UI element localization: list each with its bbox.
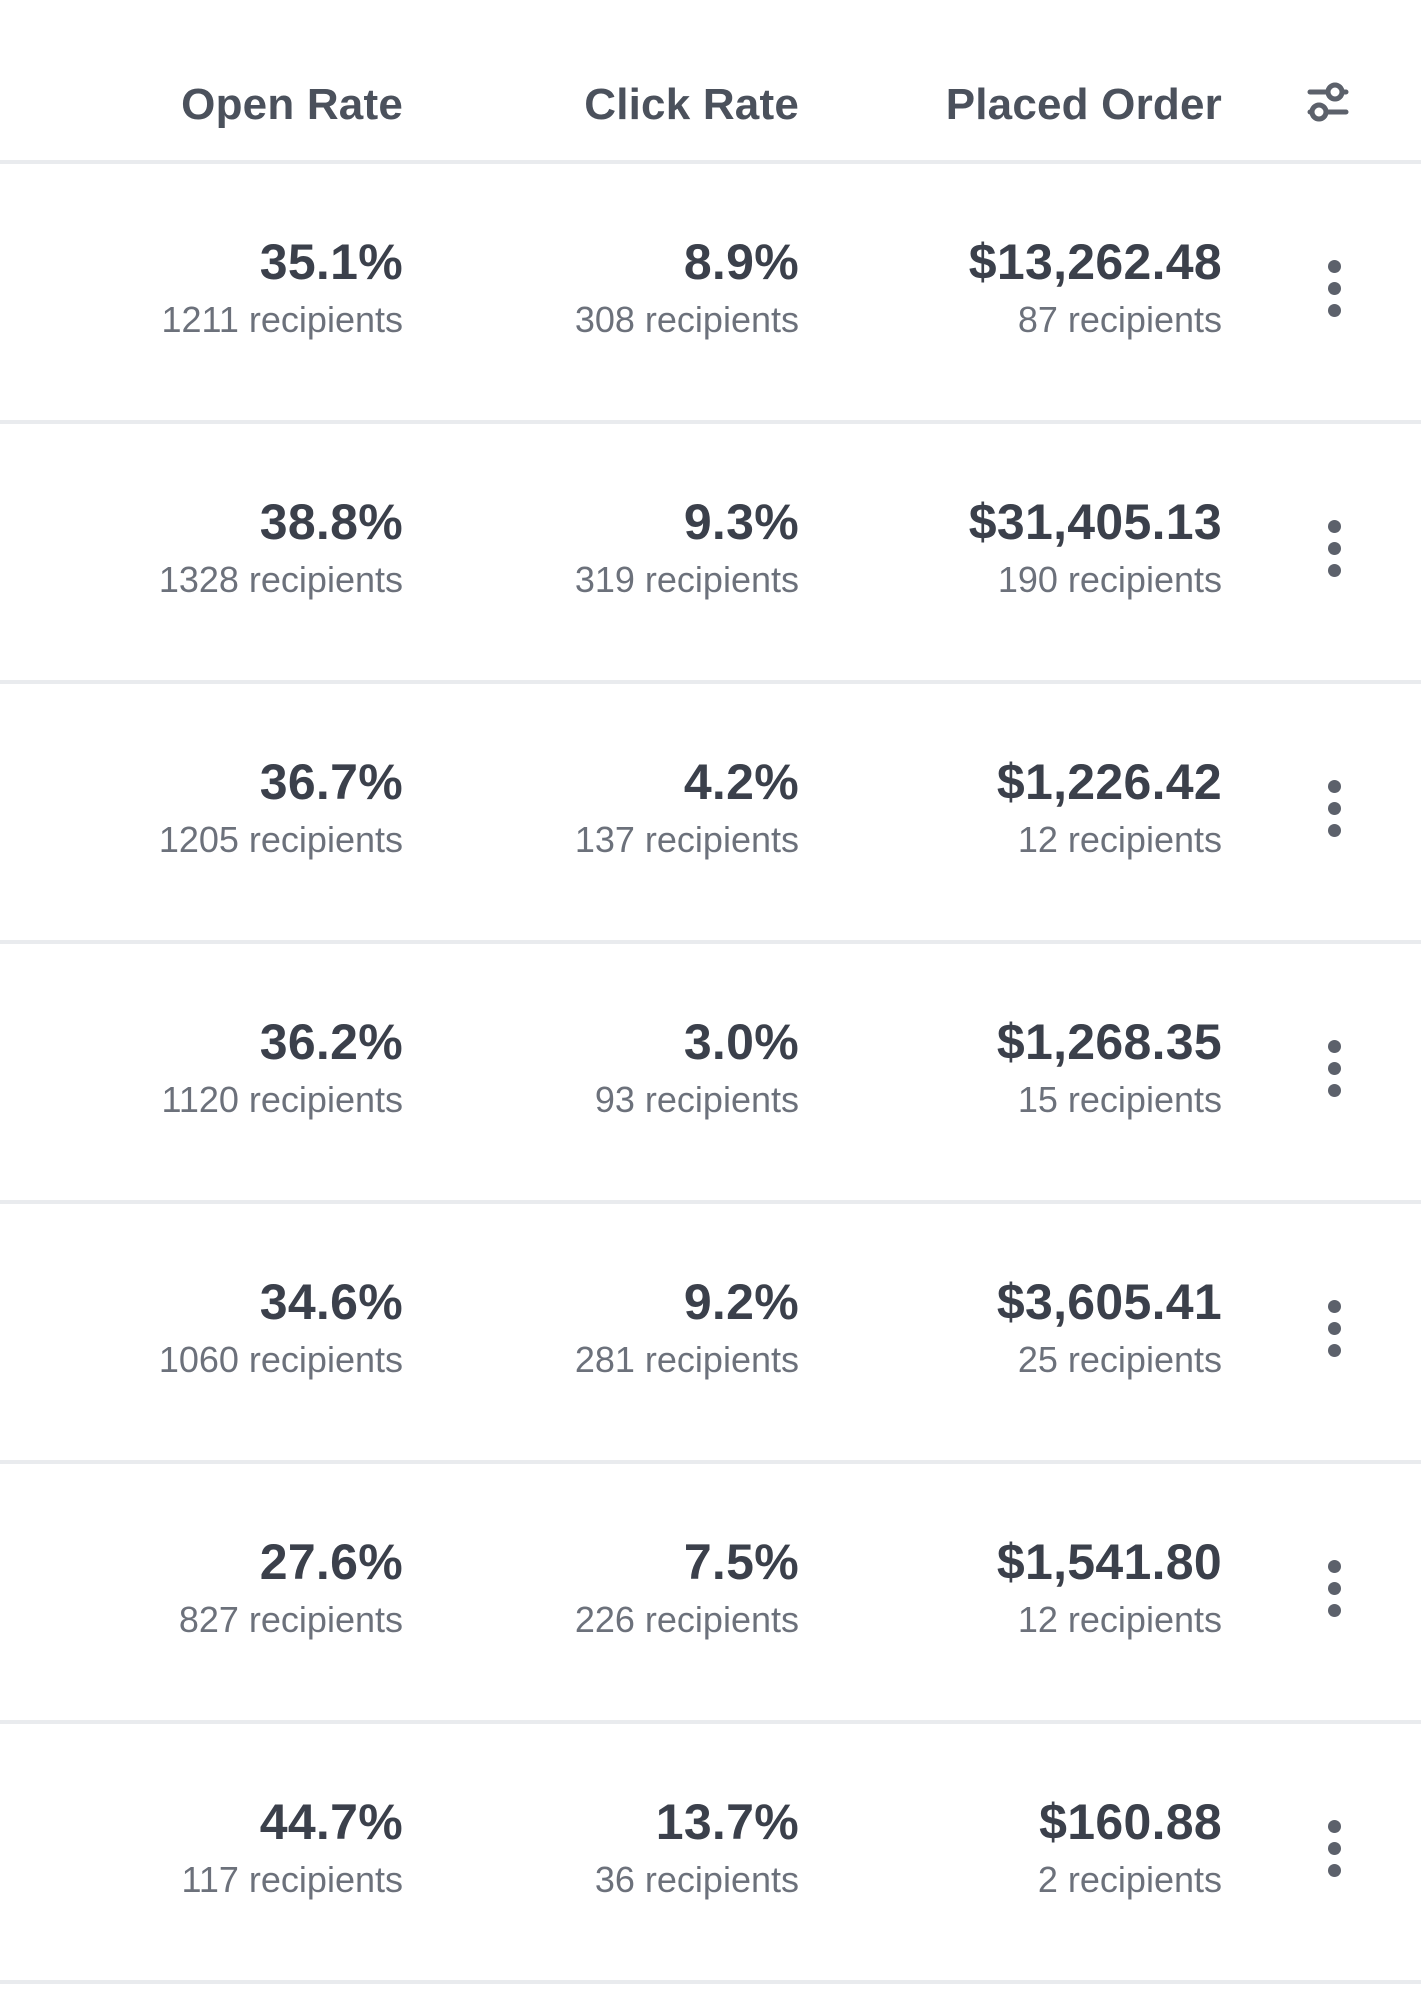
campaign-metrics-table: 35.1% 1211 recipients 8.9% 308 recipient… <box>0 164 1421 1984</box>
open-rate-cell: 36.7% 1205 recipients <box>159 752 403 864</box>
more-options-icon[interactable] <box>1318 260 1350 324</box>
click-rate-recipients: 319 recipients <box>574 559 799 600</box>
placed-order-recipients: 190 recipients <box>997 559 1222 600</box>
open-rate-value: 44.7% <box>259 1794 403 1850</box>
placed-order-cell: $1,268.35 15 recipients <box>997 1012 1222 1124</box>
click-rate-cell: 4.2% 137 recipients <box>575 752 799 864</box>
click-rate-recipients: 93 recipients <box>594 1079 799 1120</box>
table-row[interactable]: 38.8% 1328 recipients 9.3% 319 recipient… <box>0 424 1421 684</box>
more-options-icon[interactable] <box>1318 1040 1350 1104</box>
placed-order-value: $1,268.35 <box>996 1014 1222 1070</box>
open-rate-cell: 27.6% 827 recipients <box>179 1532 403 1644</box>
more-options-icon[interactable] <box>1318 1300 1350 1364</box>
placed-order-value: $13,262.48 <box>968 234 1222 290</box>
open-rate-value: 35.1% <box>259 234 403 290</box>
open-rate-value: 38.8% <box>259 494 403 550</box>
open-rate-value: 27.6% <box>259 1534 403 1590</box>
table-row[interactable]: 36.2% 1120 recipients 3.0% 93 recipients… <box>0 944 1421 1204</box>
open-rate-value: 36.2% <box>259 1014 403 1070</box>
placed-order-value: $3,605.41 <box>996 1274 1222 1330</box>
column-header-click-rate[interactable]: Click Rate <box>584 80 799 129</box>
open-rate-value: 36.7% <box>259 754 403 810</box>
table-row[interactable]: 35.1% 1211 recipients 8.9% 308 recipient… <box>0 164 1421 424</box>
open-rate-cell: 36.2% 1120 recipients <box>162 1012 404 1124</box>
click-rate-cell: 7.5% 226 recipients <box>575 1532 799 1644</box>
open-rate-recipients: 1211 recipients <box>161 299 404 340</box>
table-header: Open Rate Click Rate Placed Order <box>0 0 1421 164</box>
more-options-icon[interactable] <box>1318 1820 1350 1884</box>
placed-order-cell: $1,541.80 12 recipients <box>997 1532 1222 1644</box>
placed-order-value: $31,405.13 <box>968 494 1222 550</box>
click-rate-value: 7.5% <box>683 1534 799 1590</box>
placed-order-recipients: 12 recipients <box>1017 819 1222 860</box>
more-options-icon[interactable] <box>1318 1560 1350 1624</box>
click-rate-recipients: 308 recipients <box>574 299 799 340</box>
more-options-icon[interactable] <box>1318 520 1350 584</box>
open-rate-cell: 34.6% 1060 recipients <box>159 1272 403 1384</box>
placed-order-recipients: 25 recipients <box>1017 1339 1222 1380</box>
sliders-settings-icon[interactable] <box>1306 82 1350 126</box>
click-rate-value: 9.3% <box>683 494 799 550</box>
click-rate-value: 13.7% <box>655 1794 799 1850</box>
open-rate-cell: 35.1% 1211 recipients <box>162 232 404 344</box>
more-options-icon[interactable] <box>1318 780 1350 844</box>
placed-order-recipients: 2 recipients <box>1037 1859 1222 1900</box>
placed-order-cell: $31,405.13 190 recipients <box>969 492 1222 604</box>
click-rate-cell: 13.7% 36 recipients <box>595 1792 799 1904</box>
click-rate-value: 9.2% <box>683 1274 799 1330</box>
open-rate-recipients: 1120 recipients <box>161 1079 404 1120</box>
column-header-open-rate[interactable]: Open Rate <box>181 80 403 129</box>
click-rate-recipients: 137 recipients <box>574 819 799 860</box>
click-rate-recipients: 36 recipients <box>594 1859 799 1900</box>
open-rate-recipients: 827 recipients <box>178 1599 403 1640</box>
click-rate-value: 8.9% <box>683 234 799 290</box>
table-row[interactable]: 27.6% 827 recipients 7.5% 226 recipients… <box>0 1464 1421 1724</box>
placed-order-recipients: 87 recipients <box>1017 299 1222 340</box>
open-rate-recipients: 117 recipients <box>181 1859 403 1900</box>
open-rate-recipients: 1060 recipients <box>158 1339 403 1380</box>
table-row[interactable]: 36.7% 1205 recipients 4.2% 137 recipient… <box>0 684 1421 944</box>
table-row[interactable]: 34.6% 1060 recipients 9.2% 281 recipient… <box>0 1204 1421 1464</box>
table-row[interactable]: 44.7% 117 recipients 13.7% 36 recipients… <box>0 1724 1421 1984</box>
placed-order-value: $1,226.42 <box>996 754 1222 810</box>
click-rate-value: 4.2% <box>683 754 799 810</box>
placed-order-recipients: 15 recipients <box>1017 1079 1222 1120</box>
placed-order-cell: $160.88 2 recipients <box>1038 1792 1222 1904</box>
open-rate-value: 34.6% <box>259 1274 403 1330</box>
placed-order-recipients: 12 recipients <box>1017 1599 1222 1640</box>
placed-order-value: $160.88 <box>1039 1794 1222 1850</box>
click-rate-cell: 8.9% 308 recipients <box>575 232 799 344</box>
click-rate-cell: 3.0% 93 recipients <box>595 1012 799 1124</box>
placed-order-cell: $3,605.41 25 recipients <box>997 1272 1222 1384</box>
open-rate-cell: 44.7% 117 recipients <box>182 1792 403 1904</box>
open-rate-recipients: 1328 recipients <box>158 559 403 600</box>
click-rate-cell: 9.3% 319 recipients <box>575 492 799 604</box>
click-rate-value: 3.0% <box>683 1014 799 1070</box>
placed-order-value: $1,541.80 <box>996 1534 1222 1590</box>
click-rate-recipients: 281 recipients <box>574 1339 799 1380</box>
open-rate-cell: 38.8% 1328 recipients <box>159 492 403 604</box>
open-rate-recipients: 1205 recipients <box>158 819 403 860</box>
column-header-placed-order[interactable]: Placed Order <box>945 80 1222 129</box>
click-rate-cell: 9.2% 281 recipients <box>575 1272 799 1384</box>
click-rate-recipients: 226 recipients <box>574 1599 799 1640</box>
placed-order-cell: $13,262.48 87 recipients <box>969 232 1222 344</box>
placed-order-cell: $1,226.42 12 recipients <box>997 752 1222 864</box>
